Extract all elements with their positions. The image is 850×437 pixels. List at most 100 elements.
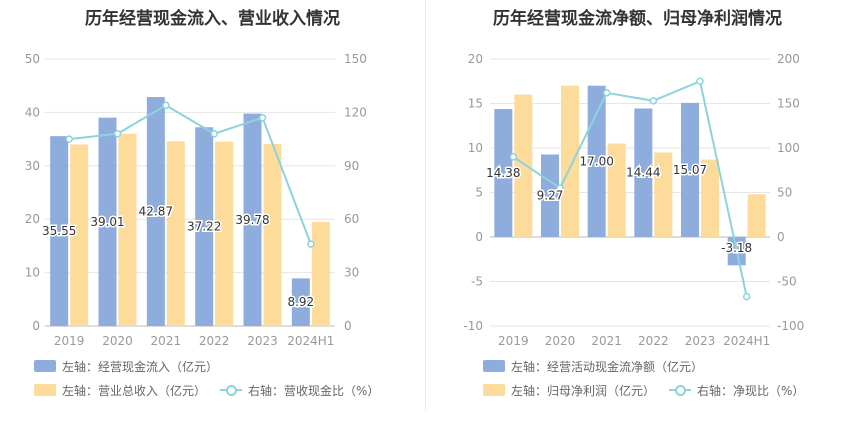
y-tick-label-right: 200 (777, 52, 800, 66)
chart-legend: 左轴：经营活动现金流净额（亿元） 左轴：归母净利润（亿元） 右轴：净现比（%） (483, 354, 804, 402)
bar (70, 144, 89, 326)
legend-item-net-cashflow[interactable]: 左轴：经营活动现金流净额（亿元） (483, 354, 804, 378)
y-tick-label-right: 30 (344, 266, 359, 280)
data-label: 17.00 (579, 154, 613, 168)
bar (494, 109, 513, 237)
x-tick-label: 2021 (151, 334, 182, 348)
bar (146, 97, 165, 326)
bar (50, 136, 69, 326)
bar (291, 278, 310, 326)
y-tick-label-left: 50 (25, 52, 40, 66)
y-tick-label-left: 0 (475, 230, 483, 244)
y-tick-label-right: 50 (777, 186, 792, 200)
chart-title: 历年经营现金流净额、归母净利润情况 (493, 9, 782, 29)
legend-line-icon (220, 384, 243, 396)
x-tick-label: 2022 (638, 334, 669, 348)
data-label: 14.38 (486, 166, 520, 180)
bar (118, 133, 137, 326)
y-tick-label-right: 60 (344, 212, 359, 226)
x-tick-label: 2021 (591, 334, 622, 348)
bar (195, 127, 214, 326)
bar (541, 154, 559, 237)
y-tick-label-right: 150 (344, 52, 367, 66)
y-tick-label-right: -100 (777, 319, 804, 333)
y-tick-label-right: 90 (344, 159, 359, 173)
y-tick-label-left: -5 (471, 275, 483, 289)
line-point (258, 113, 267, 122)
series-line (69, 104, 312, 245)
line-point (649, 97, 658, 105)
panel-divider (425, 0, 426, 410)
y-tick-label-right: 100 (777, 141, 800, 155)
bar (607, 143, 626, 237)
legend-label: 左轴：归母净利润（亿元） (511, 383, 656, 398)
data-label: 35.55 (42, 224, 76, 238)
legend-item-revenue-and-ratio[interactable]: 左轴：营业总收入（亿元） 右轴：营收现金比（%） (34, 378, 379, 402)
y-tick-label-right: 0 (344, 319, 352, 333)
legend-swatch (483, 384, 505, 396)
y-tick-label-left: 10 (25, 266, 40, 280)
legend-label: 左轴：营业总收入（亿元） (62, 383, 207, 398)
data-label: 15.07 (673, 163, 707, 177)
legend-label: 右轴：净现比（%） (697, 383, 805, 398)
bar (166, 141, 185, 326)
x-tick-label: 2019 (54, 334, 85, 348)
line-point (556, 184, 564, 192)
legend-swatch (34, 360, 56, 372)
line-point (113, 130, 122, 138)
x-tick-label: 2022 (199, 334, 230, 348)
left-chart-svg: 0 10 20 30 40 50 0 30 60 90 120 150 2019 2020 2021 2022… (25, 52, 367, 348)
y-tick-label-right: 120 (344, 105, 367, 119)
y-tick-label-left: 15 (468, 97, 483, 111)
legend-swatch (483, 360, 505, 372)
line-point (162, 101, 170, 110)
bar (701, 159, 719, 237)
y-tick-label-left: 40 (25, 105, 40, 119)
legend-item-inflow[interactable]: 左轴：经营现金流入（亿元） (34, 354, 379, 378)
bar (747, 194, 766, 237)
bar (514, 94, 533, 237)
legend-swatch (34, 384, 56, 396)
chart-legend: 左轴：经营现金流入（亿元） 左轴：营业总收入（亿元） 右轴：营收现金比（%） (34, 354, 379, 402)
x-tick-label: 2024H1 (287, 334, 334, 348)
y-tick-label-left: 0 (32, 319, 40, 333)
x-tick-label: 2023 (685, 334, 716, 348)
bar (98, 117, 117, 326)
y-tick-label-left: 20 (468, 52, 483, 66)
data-label: 39.01 (90, 215, 124, 229)
y-tick-label-left: 20 (25, 212, 40, 226)
line-point (696, 77, 704, 85)
x-tick-label: 2020 (545, 334, 576, 348)
data-label: 37.22 (187, 220, 221, 234)
legend-item-profit-and-ratio[interactable]: 左轴：归母净利润（亿元） 右轴：净现比（%） (483, 378, 804, 402)
right-chart-panel: 历年经营现金流净额、归母净利润情况 -10 -5 0 5 10 15 20 -100 -50 0 5… (425, 0, 850, 437)
x-tick-label: 2020 (102, 334, 133, 348)
legend-label: 左轴：经营活动现金流净额（亿元） (511, 359, 704, 374)
bar (654, 152, 673, 237)
y-tick-label-left: 30 (25, 159, 40, 173)
bar (243, 113, 262, 326)
y-tick-label-left: 10 (468, 141, 483, 155)
legend-label: 右轴：营收现金比（%） (248, 383, 380, 398)
bar (263, 143, 282, 326)
line-point (509, 153, 518, 161)
left-chart-panel: 历年经营现金流入、营业收入情况 0 10 20 30 40 50 0 30 60 90 120 150… (25, 9, 380, 402)
y-tick-label-left: 5 (475, 186, 483, 200)
data-label: 9.27 (537, 189, 564, 203)
data-label: 39.78 (235, 213, 269, 227)
x-tick-label: 2019 (498, 334, 529, 348)
bar (634, 108, 653, 237)
data-label: -3.18 (721, 241, 752, 255)
line-point (307, 240, 315, 248)
line-point (65, 135, 73, 143)
series-line (512, 79, 748, 297)
x-tick-label: 2024H1 (723, 334, 770, 348)
line-point (742, 292, 751, 301)
line-point (602, 89, 611, 97)
y-tick-label-left: -10 (463, 319, 483, 333)
chart-title: 历年经营现金流入、营业收入情况 (85, 9, 340, 29)
legend-line-icon (669, 384, 692, 396)
data-label: 14.44 (626, 166, 660, 180)
x-tick-label: 2023 (247, 334, 278, 348)
